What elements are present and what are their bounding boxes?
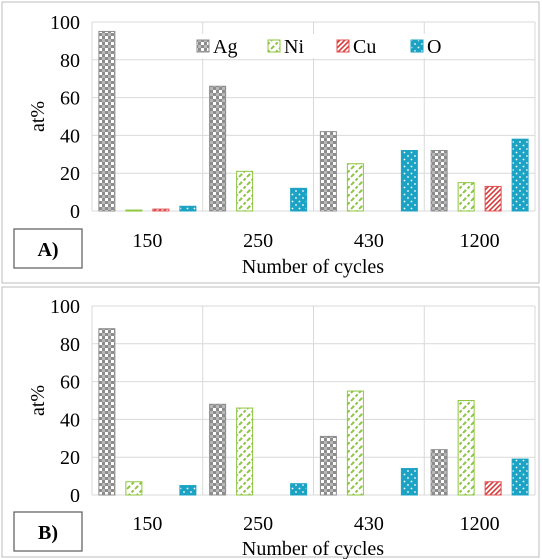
bar-o-250 [290,187,308,212]
bar-o-1200 [511,458,529,496]
y-tick-label: 40 [60,125,80,147]
x-tick-label: 430 [354,230,384,252]
bar-ni-1200 [457,182,475,212]
panel-a: 0 20 40 60 80 100 at% 150 250 430 1200 Number of cy… [1,1,540,284]
y-tick-label: 40 [60,409,80,431]
y-axis-title: at% [27,385,49,416]
bar-ni-1200 [457,400,475,496]
y-axis-title: at% [27,101,49,132]
panel-b: 0 20 40 60 80 100 at% 150 250 430 1200 Number of cy… [1,286,540,559]
legend-label-o: O [427,36,441,58]
bar-ag-150 [98,30,116,212]
bar-ni-430 [346,390,364,496]
y-tick-label: 20 [60,163,80,185]
bar-ag-250 [209,85,227,212]
legend-swatch-o [410,39,424,53]
legend: Ag Ni Cu O [190,34,448,58]
y-tick-label: 60 [60,372,80,394]
bar-cu-1200 [484,481,502,496]
bar-o-150 [179,485,197,496]
bar-o-430 [400,150,418,212]
y-tick-label: 80 [60,334,80,356]
legend-label-ag: Ag [213,36,237,58]
legend-swatch-cu [336,39,350,53]
bar-ag-1200 [430,449,448,496]
x-axis-title: Number of cycles [242,256,384,278]
bar-cu-150 [152,208,170,212]
bar-ni-150 [125,209,143,212]
x-tick-label: 150 [132,513,162,535]
bar-o-1200 [511,138,529,212]
panel-label-box [13,228,83,269]
legend-swatch-ni [267,39,281,53]
x-tick-label: 250 [243,513,273,535]
panel-label: B) [38,522,58,544]
x-tick-label: 250 [243,230,273,252]
panel-label-box [13,511,83,552]
bar-cu-1200 [484,185,502,212]
bar-o-430 [400,468,418,496]
legend-swatch-ag [196,39,210,53]
x-tick-label: 1200 [460,230,500,252]
y-tick-label: 0 [70,485,80,507]
legend-label-cu: Cu [353,36,376,58]
bar-ag-430 [319,131,337,212]
bar-ni-250 [236,170,254,212]
bar-ag-150 [98,328,116,496]
bar-ag-1200 [430,150,448,212]
bar-ni-250 [236,407,254,496]
legend-background [190,34,448,58]
bar-ni-430 [346,163,364,212]
legend-label-ni: Ni [284,36,304,58]
bar-o-250 [290,483,308,496]
x-tick-label: 1200 [460,513,500,535]
y-tick-label: 20 [60,447,80,469]
y-tick-label: 80 [60,50,80,72]
y-tick-label: 100 [50,296,80,318]
panel-label: A) [37,239,58,261]
bar-o-150 [179,205,197,212]
y-tick-label: 0 [70,201,80,223]
x-tick-label: 430 [354,513,384,535]
x-axis-title: Number of cycles [242,538,384,559]
y-tick-label: 100 [50,12,80,34]
bar-ni-150 [125,481,143,496]
y-tick-label: 60 [60,88,80,110]
bar-ag-430 [319,435,337,496]
bar-ag-250 [209,403,227,496]
x-tick-label: 150 [132,230,162,252]
